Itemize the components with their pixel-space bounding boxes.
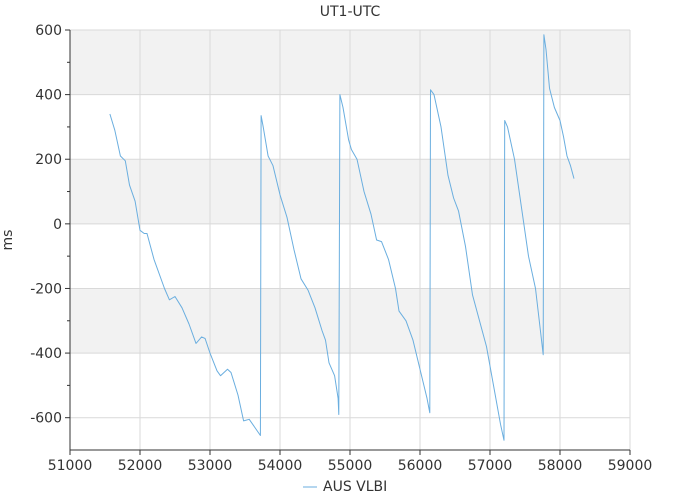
x-tick-label: 58000: [538, 458, 583, 474]
x-tick-label: 56000: [398, 458, 443, 474]
x-tick-label: 52000: [118, 458, 163, 474]
y-tick-label: 400: [35, 88, 62, 104]
series-group: [109, 34, 575, 441]
y-tick-label: -200: [30, 281, 62, 297]
chart-title: UT1-UTC: [320, 4, 381, 20]
x-tick-label: 55000: [328, 458, 373, 474]
y-tick-label: -600: [30, 411, 62, 427]
axis-lines: [65, 29, 631, 455]
legend[interactable]: AUS VLBI: [303, 479, 387, 495]
x-tick-label: 51000: [48, 458, 93, 474]
x-tick-label: 54000: [258, 458, 303, 474]
series-line: [109, 34, 575, 441]
y-tick-label: 200: [35, 152, 62, 168]
x-tick-label: 53000: [188, 458, 233, 474]
x-tick-label: 59000: [608, 458, 653, 474]
y-tick-label: 0: [53, 217, 62, 233]
x-tick-label: 57000: [468, 458, 513, 474]
y-tick-label: 600: [35, 23, 62, 39]
x-tick-labels: 51000 52000 53000 54000 55000 56000 57000 58000…: [48, 458, 653, 474]
y-tick-labels: -600 -400 -200 0 200 400 600: [30, 23, 62, 427]
legend-label: AUS VLBI: [323, 479, 387, 495]
y-tick-label: -400: [30, 346, 62, 362]
y-axis-title: ms: [0, 230, 16, 251]
grid-lines: [70, 29, 631, 450]
